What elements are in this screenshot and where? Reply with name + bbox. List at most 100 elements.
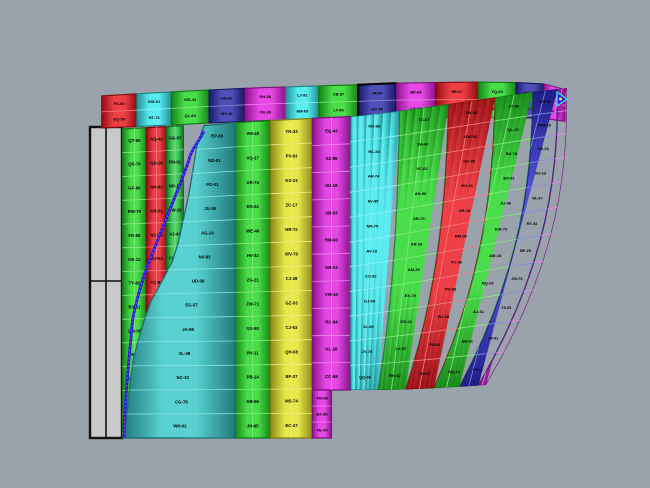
svg-text:EC-47: EC-47 [285,423,298,428]
svg-text:TC-67: TC-67 [418,117,430,122]
svg-text:EN-24: EN-24 [247,204,260,209]
svg-text:AV-85: AV-85 [368,199,380,204]
svg-text:ZC-17: ZC-17 [286,203,299,208]
svg-text:RT-92: RT-92 [527,221,539,226]
svg-text:RN-91: RN-91 [169,160,182,165]
svg-text:SR-87: SR-87 [419,371,431,376]
svg-text:LX-57: LX-57 [395,346,407,351]
svg-text:PV-63: PV-63 [286,154,298,159]
svg-text:GS-22: GS-22 [400,319,412,324]
svg-text:KR-01: KR-01 [150,208,163,213]
svg-text:BJ-78: BJ-78 [506,151,518,156]
svg-text:RH-42: RH-42 [389,373,401,378]
svg-text:WY-16: WY-16 [221,111,234,116]
svg-text:NT-73: NT-73 [149,115,161,120]
svg-text:WV-79: WV-79 [285,252,299,257]
svg-text:HR-72: HR-72 [285,227,298,232]
svg-text:QU-26: QU-26 [150,161,163,166]
svg-text:GH-50: GH-50 [259,94,272,99]
svg-text:VL-38: VL-38 [178,351,190,356]
svg-text:DR-79: DR-79 [413,216,425,221]
svg-text:SA-40: SA-40 [417,142,429,147]
svg-text:RC-94: RC-94 [325,319,338,324]
svg-text:QQ-60: QQ-60 [359,375,372,380]
svg-text:NC-10: NC-10 [176,375,189,380]
svg-text:HV-32: HV-32 [247,253,260,258]
svg-text:ZW-71: ZW-71 [246,302,259,307]
svg-text:WM-10: WM-10 [538,122,552,127]
svg-text:GF-66: GF-66 [128,185,141,190]
svg-text:PZ-50: PZ-50 [114,101,126,106]
svg-text:YA-97: YA-97 [532,195,544,200]
svg-text:ZL-50: ZL-50 [363,324,374,329]
svg-text:QT-60: QT-60 [128,138,141,143]
svg-text:NV-83: NV-83 [199,254,212,259]
svg-text:XG-26: XG-26 [537,146,549,151]
svg-text:WE-40: WE-40 [246,229,260,234]
svg-text:AH-90: AH-90 [415,191,427,196]
svg-text:JM-70: JM-70 [511,276,523,281]
svg-text:DB-66: DB-66 [246,399,259,404]
svg-text:UD-06: UD-06 [192,279,205,284]
svg-text:RC-54: RC-54 [368,149,380,154]
svg-text:VQ-17: VQ-17 [246,156,259,161]
svg-text:KW-73: KW-73 [495,227,508,232]
svg-text:JR-04: JR-04 [372,90,384,95]
svg-text:JU-46: JU-46 [500,201,512,206]
svg-text:YN-33: YN-33 [285,129,298,134]
svg-text:EX-79: EX-79 [405,293,417,298]
svg-text:KE-12: KE-12 [128,257,141,262]
svg-text:AM-65: AM-65 [296,109,309,114]
svg-text:EB-81: EB-81 [462,338,474,343]
svg-text:YE-44: YE-44 [316,428,328,433]
svg-text:SU-18: SU-18 [325,183,338,188]
svg-text:RJ-23: RJ-23 [535,170,547,175]
svg-text:VF-51: VF-51 [488,336,498,340]
svg-text:GX-50: GX-50 [246,326,259,331]
svg-text:AG-24: AG-24 [201,230,214,235]
svg-text:NX-33: NX-33 [466,110,478,115]
svg-text:WH-02: WH-02 [173,423,187,428]
svg-text:CK-69: CK-69 [259,110,271,115]
svg-text:DJ-54: DJ-54 [364,299,376,304]
svg-text:TM-95: TM-95 [316,396,328,401]
svg-text:TY-82: TY-82 [129,281,141,286]
svg-text:AW-18: AW-18 [489,253,502,258]
svg-text:PN-81: PN-81 [429,342,441,347]
svg-text:KL-18: KL-18 [325,347,338,352]
svg-text:CJ-53: CJ-53 [286,325,298,330]
svg-text:VM-48: VM-48 [246,131,259,136]
svg-text:RJ-28: RJ-28 [438,314,450,319]
svg-text:ZG-21: ZG-21 [247,277,260,282]
svg-text:YH-12: YH-12 [473,368,483,372]
svg-text:SH-82: SH-82 [151,185,164,190]
svg-text:XR-33: XR-33 [411,241,423,246]
svg-text:BZ-95: BZ-95 [316,412,328,417]
svg-text:GC-55: GC-55 [371,106,384,111]
svg-text:YS-65: YS-65 [501,306,511,310]
svg-text:NQ-25: NQ-25 [482,281,495,286]
svg-text:NN-75: NN-75 [367,224,379,229]
svg-text:YC-36: YC-36 [451,260,463,265]
svg-text:MC-88: MC-88 [368,124,381,129]
svg-text:AQ-42: AQ-42 [150,137,163,142]
svg-text:EG-57: EG-57 [185,303,198,308]
svg-text:GZ-03: GZ-03 [285,301,298,306]
svg-text:GD-93: GD-93 [221,95,234,100]
svg-text:EQ-59: EQ-59 [113,116,125,121]
svg-text:QL-10: QL-10 [507,127,519,132]
svg-text:RE-67: RE-67 [451,89,463,94]
svg-text:PG-01: PG-01 [206,182,219,187]
svg-text:FD-58: FD-58 [128,233,141,238]
svg-text:HU-41: HU-41 [461,183,473,188]
svg-text:LJ-92: LJ-92 [297,93,308,98]
svg-text:GW-56: GW-56 [464,134,477,139]
svg-text:BF-37: BF-37 [286,374,299,379]
svg-text:BX-91: BX-91 [503,176,515,181]
svg-text:CJ-28: CJ-28 [286,276,298,281]
svg-text:BF-69: BF-69 [410,89,422,94]
svg-text:GW-01: GW-01 [148,99,161,104]
svg-text:QL-84: QL-84 [185,113,197,118]
svg-text:GE-18: GE-18 [459,208,471,213]
svg-text:ND-51: ND-51 [208,158,221,163]
